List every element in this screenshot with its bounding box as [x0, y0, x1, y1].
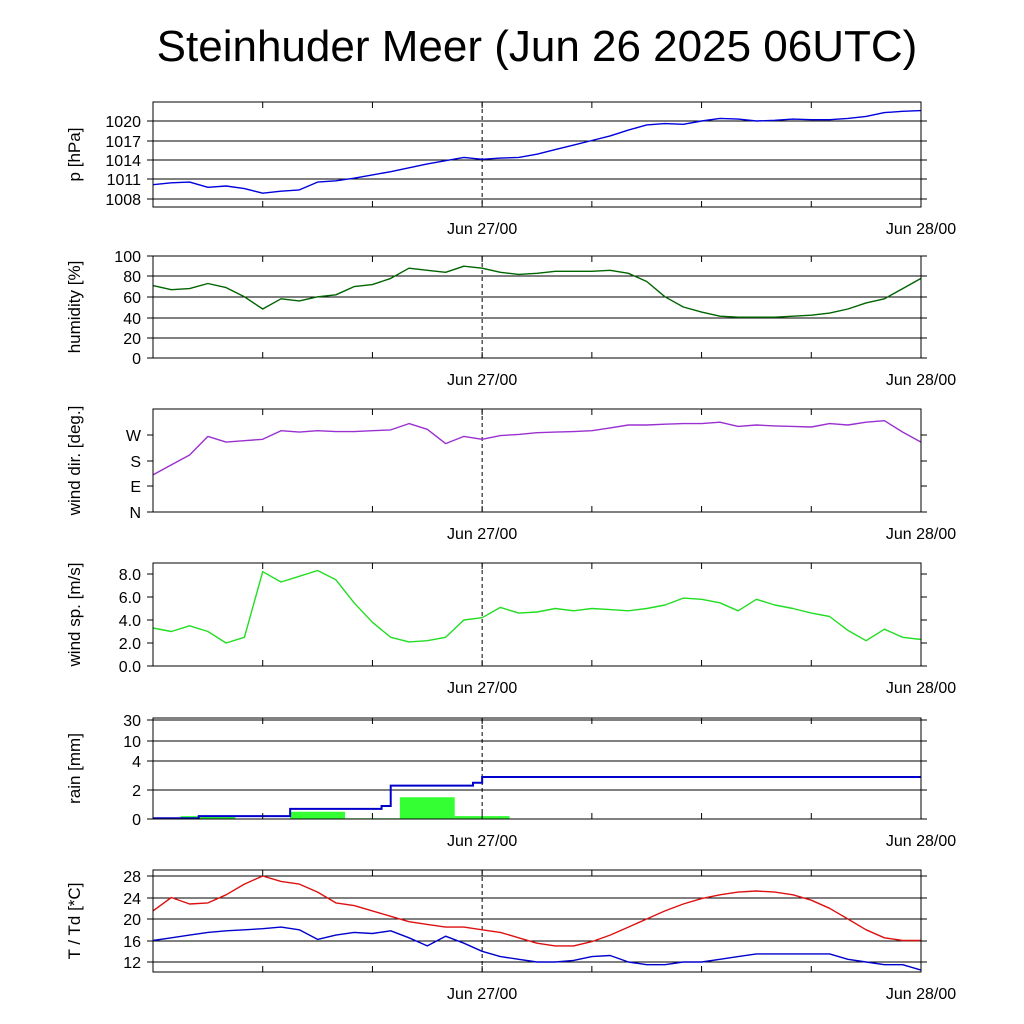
y-tick-label: 10: [123, 734, 141, 751]
y-tick-label: 60: [123, 290, 141, 307]
y-axis-label: humidity [%]: [65, 261, 84, 354]
plot-frame: [152, 101, 922, 208]
y-tick-label: 1011: [107, 172, 142, 189]
x-tick-label: Jun 28/00: [886, 986, 956, 1003]
x-tick-label: Jun 28/00: [886, 372, 956, 389]
y-tick-label: 30: [123, 713, 141, 730]
panel-pressure: 1008 1011 1014 1017 1020 Jun 27/00 Jun 28/00 p …: [65, 101, 956, 238]
y-tick-label: 0: [132, 812, 141, 829]
rain-cumulative-line: [153, 775, 921, 820]
y-tick-label: 16: [123, 934, 141, 951]
x-tick-label: Jun 27/00: [447, 833, 517, 850]
y-tick-label: 20: [123, 331, 141, 348]
series-line: [152, 926, 922, 971]
plot-frame: [152, 408, 922, 513]
y-tick-label: 40: [123, 311, 141, 328]
panel-rain: 0 2 4 10 30 Jun 27/00 Jun 28/00 rain [mm]: [65, 713, 956, 850]
y-tick-label: 0.0: [119, 659, 141, 676]
y-tick-label: 24: [123, 891, 141, 908]
chart-title: Steinhuder Meer (Jun 26 2025 06UTC): [156, 22, 918, 71]
x-tick-label: Jun 27/00: [447, 526, 517, 543]
series-line: [152, 109, 922, 194]
y-tick-label: 12: [123, 955, 141, 972]
y-tick-label: 6.0: [119, 590, 141, 607]
y-tick-label: N: [129, 505, 141, 522]
y-tick-label: 1017: [105, 134, 141, 151]
x-tick-label: Jun 27/00: [447, 680, 517, 697]
series-line: [152, 569, 922, 644]
x-tick-label: Jun 28/00: [886, 833, 956, 850]
y-axis-label: p [hPa]: [65, 128, 84, 182]
y-tick-label: 2.0: [119, 636, 141, 653]
plot-frame: [152, 562, 922, 667]
panel-wind-speed: 0.0 2.0 4.0 6.0 8.0 Jun 27/00 Jun 28/00 wind sp…: [65, 562, 956, 697]
y-tick-label: 2: [132, 783, 141, 800]
y-tick-label: 1014: [105, 153, 141, 170]
series-line: [152, 875, 921, 947]
y-tick-label: 80: [123, 269, 141, 286]
y-tick-label: 1020: [105, 114, 141, 131]
x-tick-label: Jun 28/00: [886, 221, 956, 238]
y-axis-label: wind dir. [deg.]: [65, 406, 84, 517]
y-tick-label: E: [130, 479, 141, 496]
panel-humidity: 0 20 40 60 80 100 Jun 27/00 Jun 28/00 humidity […: [65, 249, 956, 389]
y-tick-label: 20: [123, 912, 141, 929]
y-tick-label: W: [126, 428, 142, 445]
y-tick-label: 100: [114, 249, 141, 266]
y-axis-label: wind sp. [m/s]: [65, 563, 84, 668]
y-tick-label: 1008: [105, 192, 141, 209]
rain-bar: [399, 797, 455, 819]
rain-bar: [180, 816, 236, 819]
series-line: [152, 265, 922, 318]
x-tick-label: Jun 27/00: [447, 372, 517, 389]
plot-frame: [152, 869, 922, 973]
series-line: [152, 420, 922, 476]
plot-frame: [152, 255, 922, 359]
y-tick-label: 0: [132, 351, 141, 368]
x-tick-label: Jun 28/00: [886, 526, 956, 543]
y-tick-label: S: [130, 454, 141, 471]
y-axis-label: T / Td [*C]: [65, 883, 84, 960]
y-tick-label: 4.0: [119, 613, 141, 630]
y-tick-label: 4: [132, 754, 141, 771]
y-tick-label: 28: [123, 869, 141, 886]
x-tick-label: Jun 27/00: [447, 221, 517, 238]
x-tick-label: Jun 27/00: [447, 986, 517, 1003]
x-tick-label: Jun 28/00: [886, 680, 956, 697]
panel-temperature: 12 16 20 24 28 Jun 27/00 Jun 28/00 T / Td [*C]: [65, 869, 956, 1003]
rain-bar: [290, 811, 345, 819]
y-axis-label: rain [mm]: [65, 733, 84, 804]
y-tick-label: 8.0: [119, 567, 141, 584]
plot-frame: [152, 717, 922, 820]
